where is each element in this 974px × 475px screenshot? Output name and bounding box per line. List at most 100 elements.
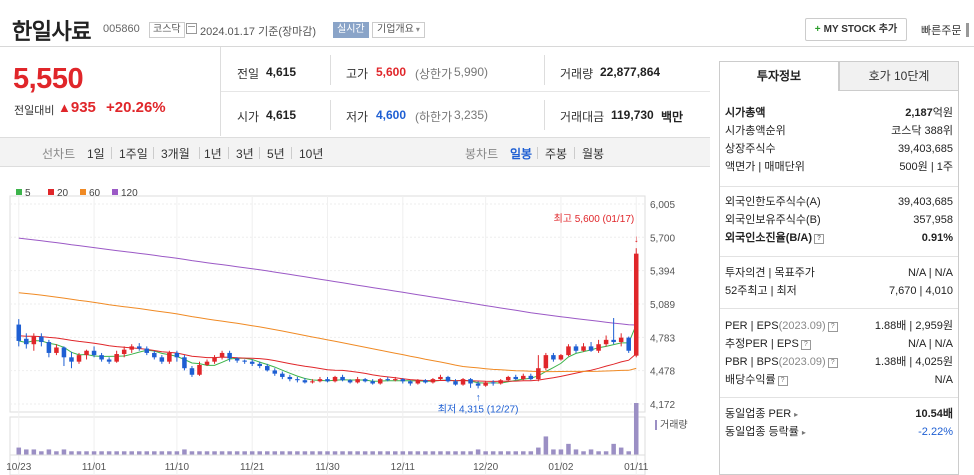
- candle-chart-label: 봉차트: [465, 147, 499, 161]
- arrow-right-icon[interactable]: ▸: [801, 428, 806, 437]
- help-icon[interactable]: ?: [827, 322, 838, 332]
- candle-body: [460, 379, 466, 385]
- period-10y[interactable]: 10년: [299, 147, 324, 161]
- volume-bar: [129, 451, 134, 455]
- divider: [544, 100, 545, 130]
- candle-weekly-tab[interactable]: 주봉: [545, 147, 568, 161]
- candle-body: [430, 379, 436, 383]
- period-3y[interactable]: 3년: [236, 147, 254, 161]
- info-row-label: 투자의견 | 목표주가: [725, 267, 815, 279]
- candle-body: [76, 355, 82, 362]
- volume-bar: [152, 451, 157, 455]
- candle-body: [197, 364, 202, 375]
- x-tick-label: 11/10: [165, 462, 190, 473]
- volume-bar: [475, 449, 481, 455]
- tab-quote-10[interactable]: 호가 10단계: [839, 61, 959, 91]
- candle-body: [129, 346, 134, 350]
- candle-body: [536, 368, 541, 380]
- candle-body: [242, 360, 247, 362]
- help-icon[interactable]: ?: [777, 376, 788, 386]
- arrow-up-icon: ↑: [476, 392, 481, 403]
- volume-bar: [377, 451, 383, 455]
- legend-swatch: [112, 189, 118, 195]
- help-icon[interactable]: ?: [827, 358, 838, 368]
- volume-bar: [287, 451, 293, 455]
- volume-bar: [310, 451, 315, 455]
- candle-body: [483, 382, 488, 386]
- volume-bar: [99, 451, 104, 455]
- open-label: 시가: [237, 110, 260, 124]
- candle-body: [332, 376, 338, 382]
- period-1w[interactable]: 1주일: [119, 147, 148, 161]
- base-date: 2024.01.17 기준(장마감): [200, 26, 317, 38]
- high-label: 고가: [346, 67, 369, 81]
- info-row-label: 시가총액순위: [725, 125, 786, 137]
- candle-body: [144, 348, 150, 353]
- chart-toolbar: [0, 137, 710, 167]
- period-1y[interactable]: 1년: [204, 147, 222, 161]
- arrow-right-icon[interactable]: ▸: [794, 410, 799, 419]
- plus-icon: +: [814, 24, 821, 35]
- x-tick-label: 11/30: [315, 462, 340, 473]
- my-stock-add-button[interactable]: + MY STOCK 추가: [805, 18, 907, 41]
- volume-bar: [167, 451, 172, 455]
- info-row-label: PER | EPS(2023.09)?: [725, 318, 838, 334]
- volume-bar: [362, 451, 368, 455]
- divider: [720, 397, 958, 398]
- x-tick-label: 01/02: [548, 462, 573, 473]
- volume-bar: [408, 451, 413, 455]
- divider: [720, 186, 958, 187]
- info-row-label: 동일업종 등락률 ▸: [725, 426, 806, 438]
- info-row-unit: 억원: [932, 107, 953, 119]
- period-5y[interactable]: 5년: [267, 147, 285, 161]
- candle-body: [355, 379, 360, 383]
- legend-swatch: [16, 189, 22, 195]
- volume-bar: [136, 451, 142, 455]
- lower-limit-label: (하한가: [415, 110, 453, 124]
- realtime-button[interactable]: 실시간: [333, 22, 369, 38]
- candlestick-chart[interactable]: 5 20 60 120 6,005 5,700 5,394 5,089 4,783 4,478 4,…: [0, 168, 710, 475]
- candle-body: [212, 357, 217, 362]
- candle-body: [475, 383, 481, 386]
- info-row-value: -2.22%: [918, 426, 953, 438]
- candle-body: [189, 368, 195, 375]
- info-row: 외국인소진율(B/A)? 0.91%: [725, 230, 953, 246]
- volume-bar: [302, 451, 308, 455]
- low-label: 저가: [346, 110, 369, 124]
- info-row-label: 상장주식수: [725, 143, 776, 155]
- info-row: PBR | BPS(2023.09)? 1.38배 | 4,025원: [725, 354, 953, 370]
- tab-invest-info[interactable]: 투자정보: [719, 61, 839, 91]
- candle-body: [626, 337, 631, 351]
- volume-bar: [551, 449, 556, 455]
- help-icon[interactable]: ?: [814, 234, 824, 244]
- volume-bar: [513, 451, 519, 455]
- period-1d[interactable]: 1일: [87, 147, 105, 161]
- info-row-period: (2023.09): [778, 356, 826, 368]
- low-annotation: 최저 4,315 (12/27): [438, 403, 519, 415]
- info-row-label: 배당수익률?: [725, 372, 788, 388]
- y-tick-label: 5,700: [650, 233, 675, 244]
- volume-bar: [182, 449, 187, 455]
- candle-body: [84, 350, 89, 356]
- help-icon[interactable]: ?: [800, 340, 811, 350]
- volume-bar: [272, 451, 278, 455]
- volume-bar: [265, 451, 270, 455]
- volume-bar: [16, 447, 22, 455]
- corp-info-dropdown[interactable]: 기업개요 ▾: [372, 22, 425, 38]
- high-annotation: 최고 5,600 (01/17): [554, 213, 635, 225]
- x-tick-label: 10/23: [6, 462, 31, 473]
- x-tick-label: 01/11: [624, 462, 649, 473]
- quick-order-button[interactable]: 빠른주문: [921, 22, 970, 38]
- candle-body: [415, 380, 421, 384]
- candle-body: [204, 361, 210, 365]
- low-value: 4,600: [376, 108, 407, 122]
- period-3m[interactable]: 3개월: [161, 147, 190, 161]
- candle-daily-tab[interactable]: 일봉: [510, 147, 533, 161]
- info-row-value: 500원 | 1주: [899, 161, 953, 173]
- volume-bar: [227, 451, 232, 455]
- volume-bar: [174, 451, 180, 455]
- divider: [537, 147, 538, 159]
- volume-bar: [91, 451, 97, 455]
- candle-monthly-tab[interactable]: 월봉: [582, 147, 605, 161]
- candle-body: [362, 379, 368, 382]
